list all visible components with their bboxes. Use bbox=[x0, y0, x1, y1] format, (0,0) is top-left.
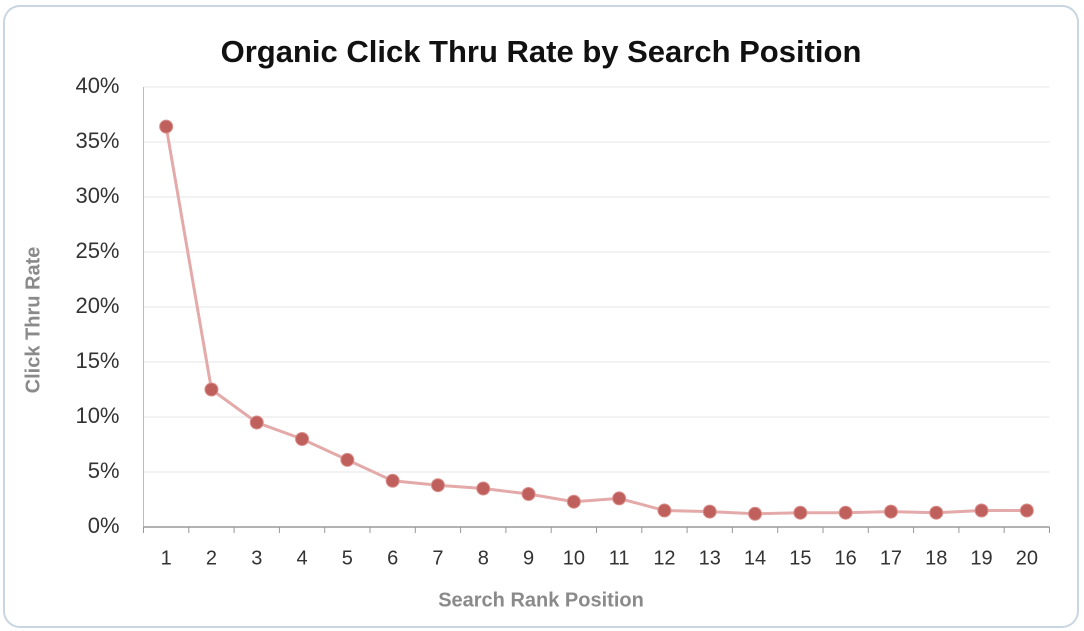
marker bbox=[430, 478, 445, 493]
y-tick-label: 25% bbox=[75, 238, 119, 263]
chart-title: Organic Click Thru Rate by Search Positi… bbox=[221, 34, 862, 69]
marker bbox=[929, 505, 944, 520]
x-tick-label: 5 bbox=[342, 547, 353, 569]
y-tick-label: 0% bbox=[88, 513, 120, 538]
marker bbox=[974, 503, 989, 518]
marker bbox=[566, 494, 581, 509]
x-tick-label: 3 bbox=[251, 547, 262, 569]
x-tick-label: 6 bbox=[387, 547, 398, 569]
x-tick-label: 7 bbox=[432, 547, 443, 569]
x-tick-label: 12 bbox=[653, 547, 675, 569]
x-axis-title: Search Rank Position bbox=[438, 589, 644, 611]
marker bbox=[159, 119, 174, 134]
y-tick-label: 10% bbox=[75, 403, 119, 428]
y-tick-label: 15% bbox=[75, 348, 119, 373]
marker bbox=[883, 504, 898, 519]
marker bbox=[385, 473, 400, 488]
marker bbox=[612, 491, 627, 506]
x-tick-label: 9 bbox=[523, 547, 534, 569]
x-tick-label: 1 bbox=[161, 547, 172, 569]
marker bbox=[476, 481, 491, 496]
x-tick-label: 20 bbox=[1016, 547, 1038, 569]
x-tick-label: 11 bbox=[609, 547, 630, 569]
marker bbox=[702, 504, 717, 519]
x-tick-label: 15 bbox=[789, 547, 811, 569]
y-tick-label: 20% bbox=[75, 293, 119, 318]
x-tick-label: 16 bbox=[835, 547, 857, 569]
marker bbox=[295, 432, 310, 446]
line bbox=[164, 126, 1027, 516]
y-tick-label: 40% bbox=[75, 73, 119, 98]
marker bbox=[249, 415, 264, 430]
marker bbox=[521, 487, 536, 501]
x-tick-label: 4 bbox=[296, 547, 307, 569]
marker bbox=[657, 503, 672, 518]
y-axis-title: Click Thru Rate bbox=[22, 247, 44, 394]
y-tick-label: 5% bbox=[88, 458, 120, 483]
x-tick-label: 18 bbox=[925, 547, 947, 569]
marker bbox=[838, 505, 853, 520]
marker bbox=[793, 505, 808, 520]
marker bbox=[204, 382, 219, 397]
x-tick-label: 2 bbox=[206, 547, 217, 569]
x-tick-label: 17 bbox=[880, 547, 902, 569]
marker bbox=[1019, 503, 1034, 518]
x-tick-label: 10 bbox=[563, 547, 585, 569]
marker bbox=[748, 506, 763, 521]
marker bbox=[340, 452, 355, 467]
y-tick-label: 35% bbox=[75, 128, 119, 153]
y-tick-label: 30% bbox=[75, 183, 119, 208]
chart-frame bbox=[3, 5, 1079, 628]
x-tick-label: 8 bbox=[478, 547, 489, 569]
x-tick-label: 14 bbox=[744, 547, 766, 569]
x-tick-label: 19 bbox=[970, 547, 992, 569]
x-tick-label: 13 bbox=[699, 547, 721, 569]
